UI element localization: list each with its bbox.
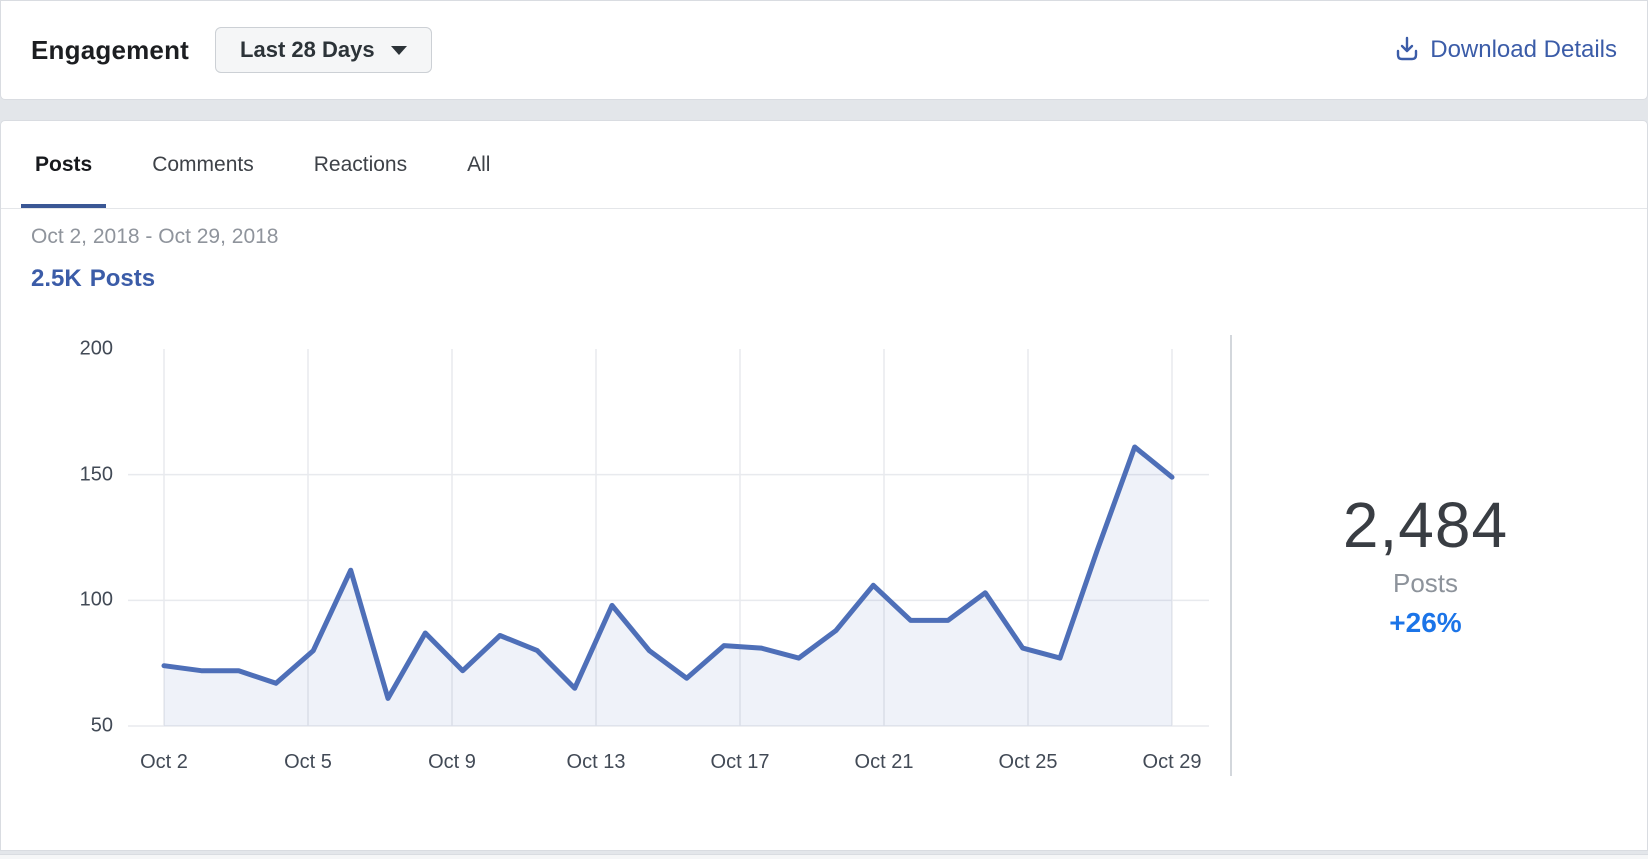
x-tick-label: Oct 13 bbox=[566, 751, 626, 773]
y-tick-label: 200 bbox=[79, 337, 113, 360]
x-tick-label: Oct 9 bbox=[428, 751, 476, 773]
download-details-label: Download Details bbox=[1430, 36, 1617, 63]
y-tick-label: 50 bbox=[90, 714, 113, 737]
stats-total-label: Posts bbox=[1392, 568, 1459, 598]
chart-date-range: Oct 2, 2018 - Oct 29, 2018 bbox=[31, 225, 279, 248]
x-tick-label: Oct 21 bbox=[854, 751, 914, 773]
tab-comments-label: Comments bbox=[152, 152, 254, 176]
tab-posts-label: Posts bbox=[35, 152, 93, 176]
x-tick-label: Oct 17 bbox=[710, 751, 770, 773]
date-range-dropdown[interactable]: Last 28 Days bbox=[215, 27, 432, 73]
stats-change-percent: +26% bbox=[1389, 607, 1462, 638]
next-card-peek bbox=[0, 854, 1648, 859]
page-title: Engagement bbox=[31, 34, 190, 65]
stats-divider bbox=[1230, 335, 1232, 776]
y-tick-label: 100 bbox=[79, 588, 113, 611]
chart-area-fill bbox=[164, 447, 1172, 726]
metric-tabs: Posts Comments Reactions All bbox=[1, 121, 1647, 209]
download-icon bbox=[1397, 36, 1418, 61]
x-tick-label: Oct 5 bbox=[284, 751, 332, 773]
engagement-header-card: Engagement Last 28 Days Download Details bbox=[0, 0, 1648, 100]
chart-line bbox=[161, 444, 1175, 701]
chevron-down-icon bbox=[390, 45, 407, 55]
tab-comments[interactable]: Comments bbox=[138, 121, 268, 208]
y-tick-label: 150 bbox=[79, 463, 113, 486]
chart-plot[interactable] bbox=[128, 349, 1213, 727]
x-tick-label: Oct 2 bbox=[140, 751, 188, 773]
chart-y-axis: 200 150 100 50 bbox=[31, 338, 113, 737]
tab-reactions-label: Reactions bbox=[313, 152, 408, 176]
date-range-dropdown-label: Last 28 Days bbox=[240, 37, 375, 62]
tab-posts[interactable]: Posts bbox=[21, 121, 107, 208]
stats-total-value: 2,484 bbox=[1342, 489, 1509, 561]
stats-panel: 2,484 Posts +26% bbox=[1232, 335, 1619, 776]
x-tick-label: Oct 29 bbox=[1142, 751, 1202, 773]
tab-reactions[interactable]: Reactions bbox=[300, 121, 421, 208]
summary-label: Posts bbox=[89, 265, 156, 292]
download-details-link[interactable]: Download Details bbox=[1394, 36, 1617, 64]
summary-value: 2.5K bbox=[31, 265, 82, 292]
insights-card: Posts Comments Reactions All Oct 2, 2018… bbox=[0, 120, 1648, 851]
chart-summary: 2.5K Posts bbox=[31, 265, 155, 293]
tab-all-label: All bbox=[467, 152, 491, 176]
chart-x-axis: Oct 2 Oct 5 Oct 9 Oct 13 Oct 17 Oct 21 Oct 25 O… bbox=[1, 751, 1230, 779]
tab-all[interactable]: All bbox=[453, 121, 504, 208]
x-tick-label: Oct 25 bbox=[998, 751, 1058, 773]
